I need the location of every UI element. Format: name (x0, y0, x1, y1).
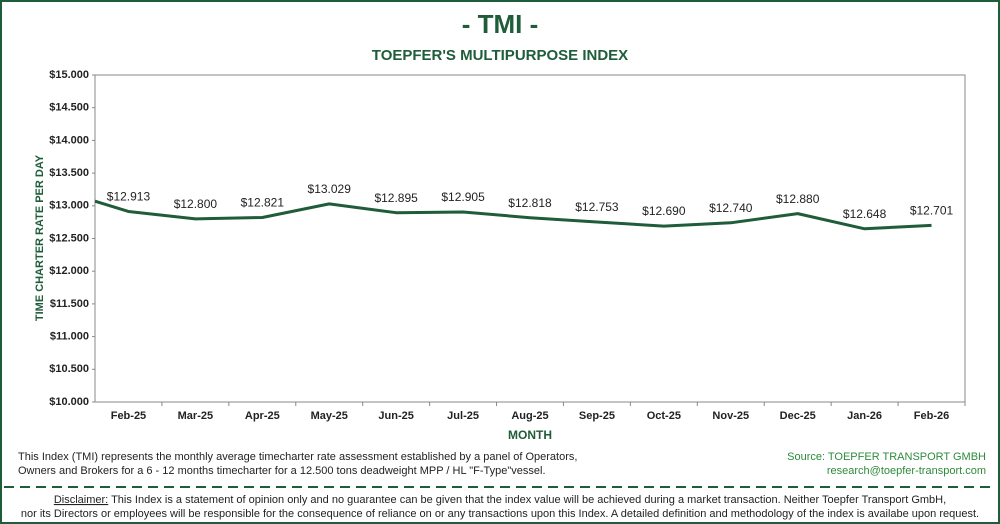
disclaimer-label: Disclaimer: (54, 494, 108, 506)
value-label: $12.821 (241, 196, 285, 210)
x-tick-label: Mar-25 (178, 410, 213, 422)
x-tick-label: Apr-25 (245, 410, 280, 422)
value-label: $13.029 (308, 182, 352, 196)
x-tick-label: Feb-25 (111, 410, 146, 422)
description: This Index (TMI) represents the monthly … (18, 451, 577, 463)
x-axis-label: MONTH (508, 428, 552, 442)
line (94, 199, 932, 231)
x-tick-label: Nov-25 (712, 410, 749, 422)
disclaimer-text: nor its Directors or employees will be r… (21, 508, 979, 520)
y-tick-label: $12.000 (49, 265, 89, 277)
value-label: $12.648 (843, 207, 887, 221)
value-label: $12.913 (107, 190, 151, 204)
value-label: $12.895 (374, 191, 418, 205)
source: Source: TOEPFER TRANSPORT GMBH (787, 451, 986, 463)
value-label: $12.701 (910, 204, 954, 218)
x-tick-label: May-25 (311, 410, 348, 422)
value-label: $12.800 (174, 197, 218, 211)
value-label: $12.818 (508, 196, 552, 210)
y-tick-label: $13.000 (49, 200, 89, 212)
disclaimer-text: This Index is a statement of opinion onl… (108, 494, 946, 506)
x-tick-label: Oct-25 (647, 410, 681, 422)
value-label: $12.690 (642, 204, 686, 218)
y-tick-label: $10.500 (49, 363, 89, 375)
value-label: $12.880 (776, 192, 820, 206)
x-tick-label: Sep-25 (579, 410, 615, 422)
x-tick-label: Jan-26 (847, 410, 882, 422)
chart-title: - TMI - (462, 9, 539, 39)
value-label: $12.753 (575, 200, 619, 214)
x-tick-label: Aug-25 (511, 410, 548, 422)
x-tick-label: Feb-26 (914, 410, 949, 422)
value-label: $12.905 (441, 190, 485, 204)
y-tick-label: $15.000 (49, 69, 89, 81)
y-tick-label: $11.500 (50, 298, 89, 310)
value-label: $12.740 (709, 201, 753, 215)
x-tick-label: Jun-25 (378, 410, 413, 422)
chart-subtitle: TOEPFER'S MULTIPURPOSE INDEX (372, 47, 628, 64)
y-tick-label: $13.500 (49, 167, 89, 179)
x-tick-label: Jul-25 (447, 410, 479, 422)
disclaimer: Disclaimer: This Index is a statement of… (54, 494, 946, 506)
description: Owners and Brokers for a 6 - 12 months t… (18, 465, 546, 477)
x-tick-label: Dec-25 (780, 410, 816, 422)
y-tick-label: $10.000 (49, 396, 89, 408)
y-axis-label: TIME CHARTER RATE PER DAY (34, 154, 46, 321)
source: research@toepfer-transport.com (827, 465, 986, 477)
y-tick-label: $11.000 (50, 331, 89, 343)
y-tick-label: $14.000 (49, 134, 89, 146)
y-tick-label: $14.500 (49, 102, 89, 114)
y-tick-label: $12.500 (49, 232, 89, 244)
